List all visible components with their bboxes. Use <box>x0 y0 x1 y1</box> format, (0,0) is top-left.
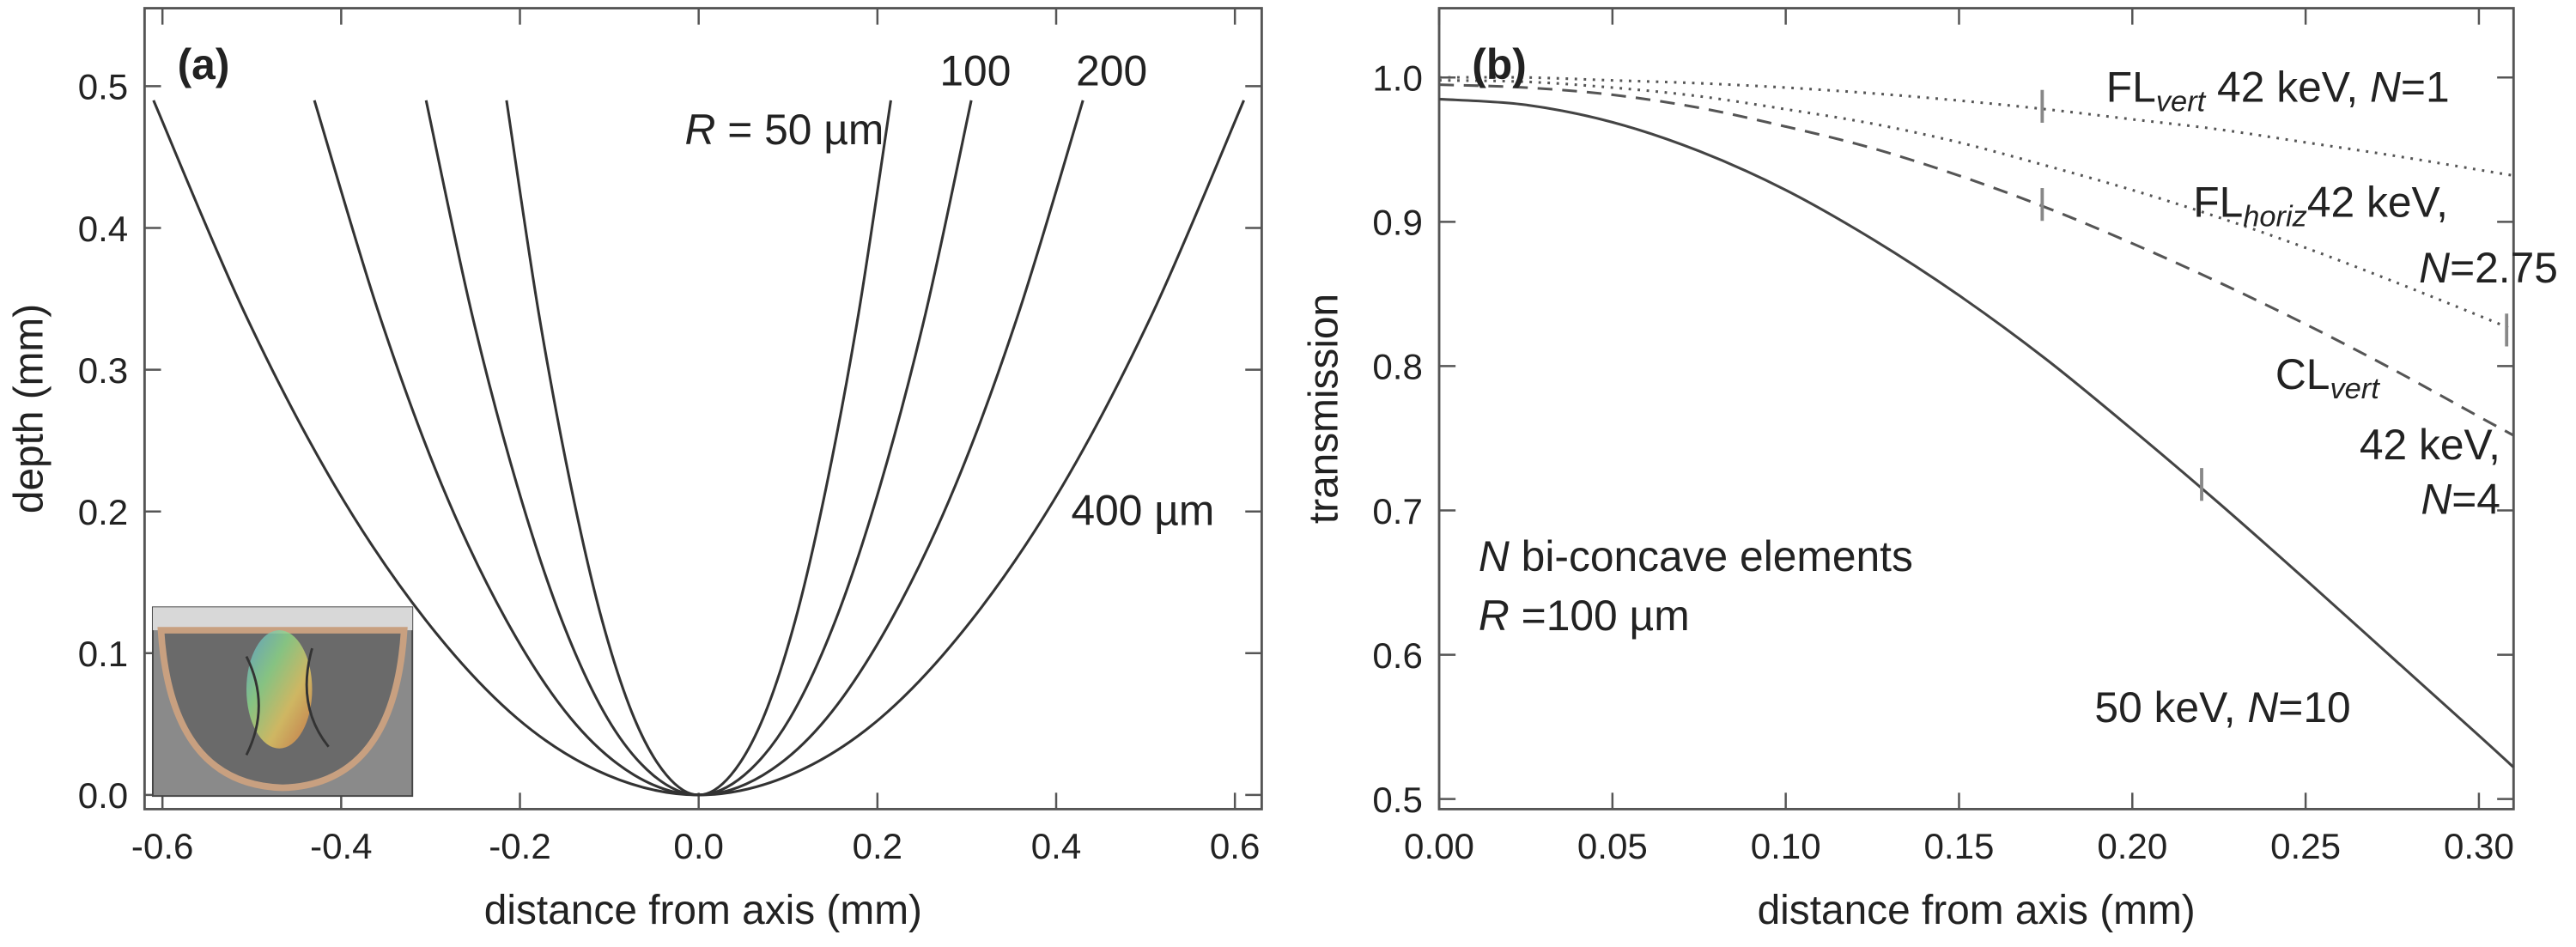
annotation-part: 42 keV, <box>2307 178 2448 226</box>
y-tick-label: 0.2 <box>78 492 129 532</box>
x-tick-label: 0.10 <box>1751 826 1821 866</box>
annotation-part: N <box>2370 64 2401 112</box>
curve <box>424 100 973 797</box>
annotation: R = 50 µm <box>684 106 884 154</box>
annotation-part: bi-concave elements <box>1510 532 1913 580</box>
x-tick-label: -0.4 <box>310 826 373 866</box>
annotation: 200 <box>1076 46 1147 94</box>
annotation-part: 400 µm <box>1071 487 1214 535</box>
y-tick-label: 0.6 <box>1372 635 1423 676</box>
curve <box>1438 79 2514 331</box>
x-tick-label: 0.4 <box>1031 826 1082 866</box>
annotation-part: 50 keV, <box>2094 683 2247 731</box>
annotation: 50 keV, N=10 <box>2094 683 2350 731</box>
x-axis-title: distance from axis (mm) <box>1758 888 2196 933</box>
y-tick-label: 0.0 <box>78 775 129 816</box>
annotation: N=4 <box>2421 475 2500 523</box>
y-tick-label: 0.7 <box>1372 491 1423 531</box>
x-tick-label: 0.30 <box>2444 826 2514 866</box>
curve <box>1438 97 2515 768</box>
annotation-part: 200 <box>1076 46 1147 94</box>
x-tick-label: 0.15 <box>1924 826 1995 866</box>
x-tick-label: 0.0 <box>673 826 724 866</box>
plots: -0.6 -0.4 -0.2 0.0 0.2 0.4 0.6 0.0 0.1 0.2 0.3 0.4 0… <box>7 7 2558 933</box>
plot-frame <box>143 7 1263 810</box>
annotation-part: =4 <box>2451 475 2500 523</box>
annotation-part: R <box>684 106 715 154</box>
annotation-part: =1 <box>2401 64 2450 112</box>
y-tick-label: 0.8 <box>1372 347 1423 387</box>
annotation: N bi-concave elements <box>1479 532 1913 580</box>
x-tick-label: 0.00 <box>1404 826 1474 866</box>
annotation-part: 42 keV, <box>2205 64 2370 112</box>
annotation-part: horiz <box>2243 201 2307 234</box>
annotation: 42 keV, <box>2360 421 2500 469</box>
annotation-part: = 50 µm <box>715 106 884 154</box>
annotation: R =100 µm <box>1479 592 1690 640</box>
annotation: 400 µm <box>1071 487 1214 535</box>
annotation-part: vert <box>2156 86 2207 118</box>
x-tick-label: -0.2 <box>489 826 551 866</box>
curve <box>505 100 892 797</box>
annotation: N=2.75 <box>2419 244 2558 292</box>
x-tick-label: 0.25 <box>2270 826 2341 866</box>
x-tick-label: 0.6 <box>1210 826 1261 866</box>
x-axis-title: distance from axis (mm) <box>484 888 922 933</box>
annotation-part: FL <box>2106 64 2156 112</box>
y-tick-label: 0.5 <box>1372 780 1423 820</box>
x-tick-label: -0.6 <box>131 826 194 866</box>
annotation: FLhoriz42 keV, <box>2193 178 2448 233</box>
panel-label: (b) <box>1472 40 1527 88</box>
y-tick-label: 0.9 <box>1372 203 1423 243</box>
annotation-part: =10 <box>2278 683 2350 731</box>
x-tick-label: 0.05 <box>1577 826 1648 866</box>
curve <box>313 100 1084 797</box>
annotation-part: =2.75 <box>2450 244 2558 292</box>
annotation-part: N <box>2247 683 2278 731</box>
y-tick-label: 0.3 <box>78 350 129 391</box>
annotation-part: 42 keV, <box>2360 421 2500 469</box>
annotation-part: R <box>1479 592 1510 640</box>
curve <box>1438 83 2515 437</box>
annotation-part: 100 <box>939 46 1011 94</box>
annotation-part: N <box>1479 532 1510 580</box>
panel-label: (a) <box>178 40 230 88</box>
annotation-part: =100 µm <box>1510 592 1690 640</box>
annotation-part: vert <box>2330 373 2380 406</box>
annotation-part: N <box>2419 244 2450 292</box>
y-tick-label: 0.5 <box>78 67 129 107</box>
y-axis-title: transmission <box>1301 294 1346 524</box>
y-axis-title: depth (mm) <box>7 304 52 513</box>
plot-frame <box>1437 7 2515 810</box>
annotation: CLvert <box>2275 350 2380 405</box>
y-tick-label: 0.4 <box>78 209 129 249</box>
x-tick-label: 0.2 <box>853 826 903 866</box>
annotation-part: CL <box>2275 350 2330 398</box>
lens-photo-inset <box>151 606 414 798</box>
curve <box>152 100 1245 797</box>
annotation: FLvert 42 keV, N=1 <box>2106 64 2450 118</box>
annotation: 100 <box>939 46 1011 94</box>
y-tick-label: 1.0 <box>1372 58 1423 99</box>
x-tick-label: 0.20 <box>2097 826 2167 866</box>
annotation-part: FL <box>2193 178 2243 226</box>
annotation-part: N <box>2421 475 2451 523</box>
y-tick-label: 0.1 <box>78 634 129 674</box>
curve <box>1439 76 2514 178</box>
